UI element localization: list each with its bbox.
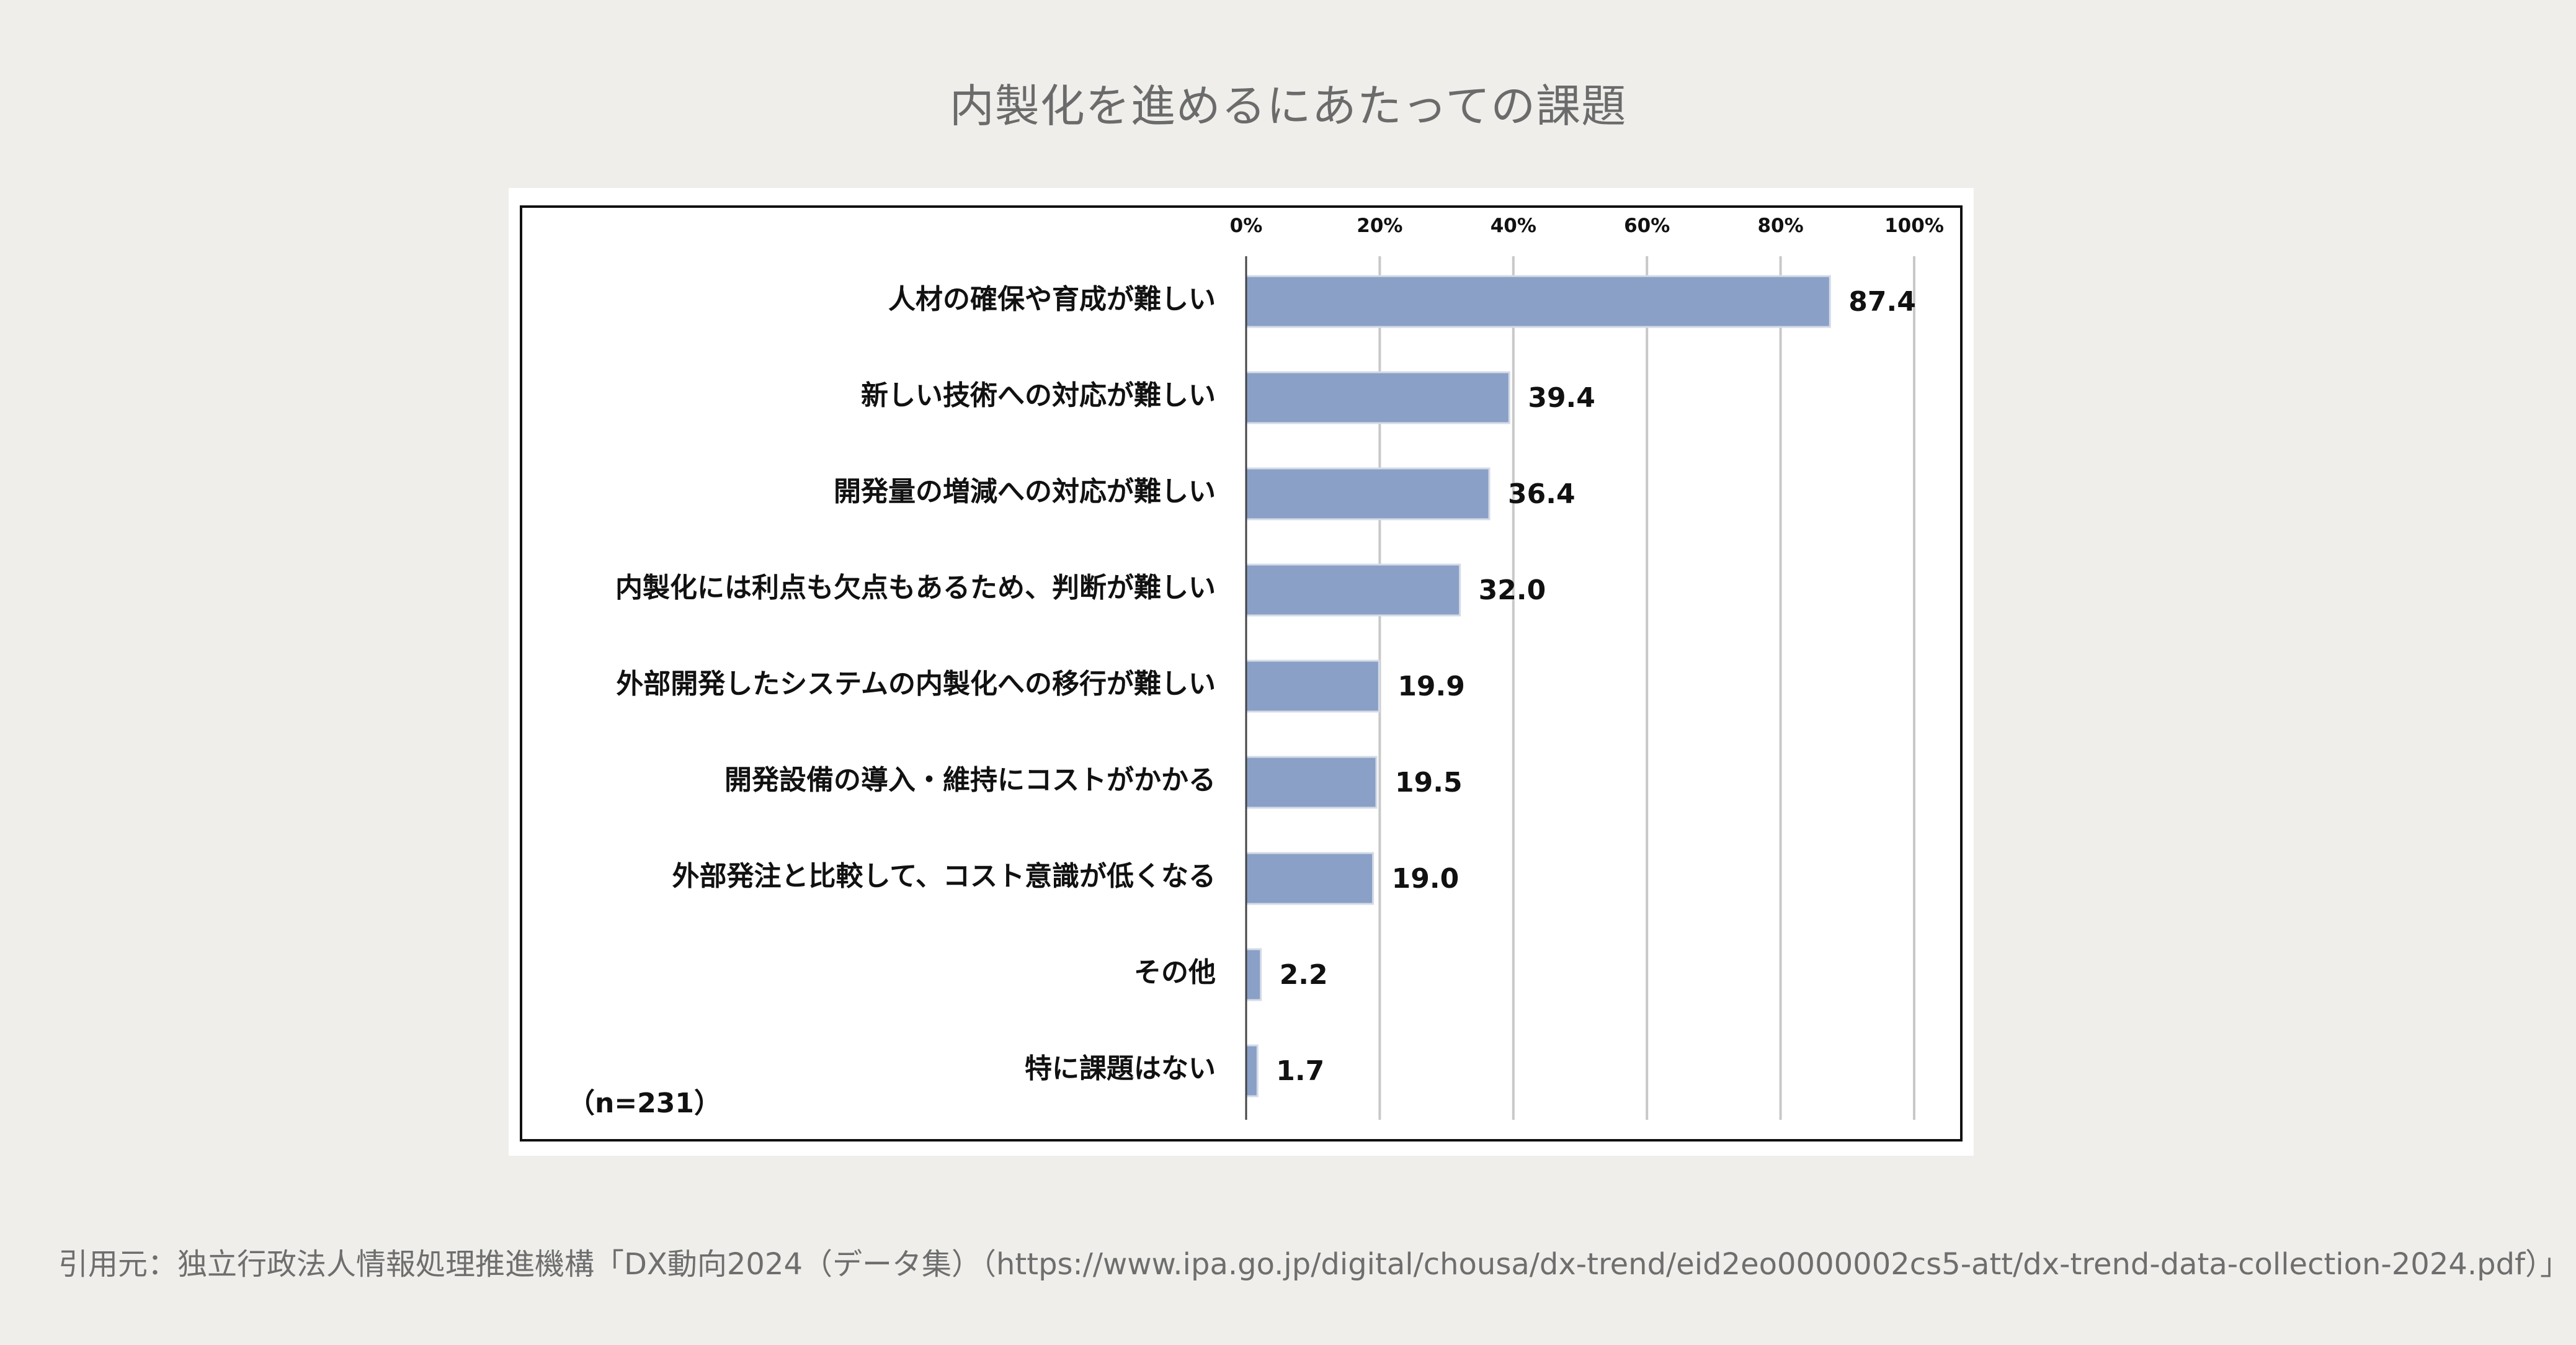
x-tick-label: 20%	[1357, 215, 1402, 237]
bar	[1245, 948, 1262, 1001]
bars	[1245, 275, 1831, 1097]
bar	[1245, 563, 1461, 617]
value-label: 19.9	[1397, 671, 1465, 702]
page-title: 内製化を進めるにあたっての課題	[949, 80, 1627, 132]
bar-chart: 0% 20% 40% 60% 80% 100% 人材の確保や育成が難しい新しい技術への対応…	[520, 205, 1963, 1142]
category-labels: 人材の確保や育成が難しい新しい技術への対応が難しい開発量の増減への対応が難しい内…	[615, 284, 1216, 1084]
x-tick-label: 0%	[1230, 215, 1263, 237]
category-label: その他	[1134, 957, 1216, 988]
chart-card: 0% 20% 40% 60% 80% 100% 人材の確保や育成が難しい新しい技術への対応…	[509, 188, 1974, 1156]
category-label: 内製化には利点も欠点もあるため、判断が難しい	[615, 572, 1216, 604]
bar	[1245, 467, 1491, 521]
category-label: 開発設備の導入・維持にコストがかかる	[724, 764, 1216, 796]
chart-frame	[520, 205, 1963, 1142]
source-citation: 引用元：独立行政法人情報処理推進機構「DX動向2024（データ集）（https:…	[58, 1247, 2570, 1282]
bar	[1245, 852, 1375, 905]
x-tick-label: 40%	[1491, 215, 1536, 237]
bar	[1245, 756, 1378, 809]
category-label: 人材の確保や育成が難しい	[888, 284, 1216, 315]
category-label: 外部開発したシステムの内製化への移行が難しい	[616, 668, 1216, 700]
category-label: 新しい技術への対応が難しい	[861, 380, 1216, 411]
category-label: 特に課題はない	[1025, 1053, 1216, 1084]
x-tick-label: 100%	[1884, 215, 1944, 237]
category-label: 外部発注と比較して、コスト意識が低くなる	[672, 860, 1216, 892]
bar	[1245, 371, 1510, 424]
value-label: 87.4	[1848, 286, 1916, 318]
bar	[1245, 1044, 1259, 1097]
x-tick-label: 80%	[1757, 215, 1803, 237]
value-label: 1.7	[1276, 1055, 1324, 1087]
category-label: 開発量の増減への対応が難しい	[834, 476, 1216, 507]
gridlines	[1378, 256, 1915, 1120]
x-tick-label: 60%	[1624, 215, 1670, 237]
value-labels: 87.4 39.4 36.4 32.0 19.9 19.5 19.0 2.2 1.7	[1276, 286, 1916, 1087]
x-axis-ticks: 0% 20% 40% 60% 80% 100%	[1230, 215, 1944, 237]
value-label: 39.4	[1528, 382, 1595, 414]
value-label: 19.5	[1395, 767, 1463, 798]
bar	[1245, 275, 1831, 328]
sample-size-note: （n=231）	[568, 1088, 721, 1119]
value-label: 19.0	[1392, 863, 1460, 895]
bar	[1245, 659, 1380, 713]
value-label: 36.4	[1508, 478, 1575, 510]
value-label: 2.2	[1280, 959, 1328, 991]
value-label: 32.0	[1479, 574, 1546, 606]
